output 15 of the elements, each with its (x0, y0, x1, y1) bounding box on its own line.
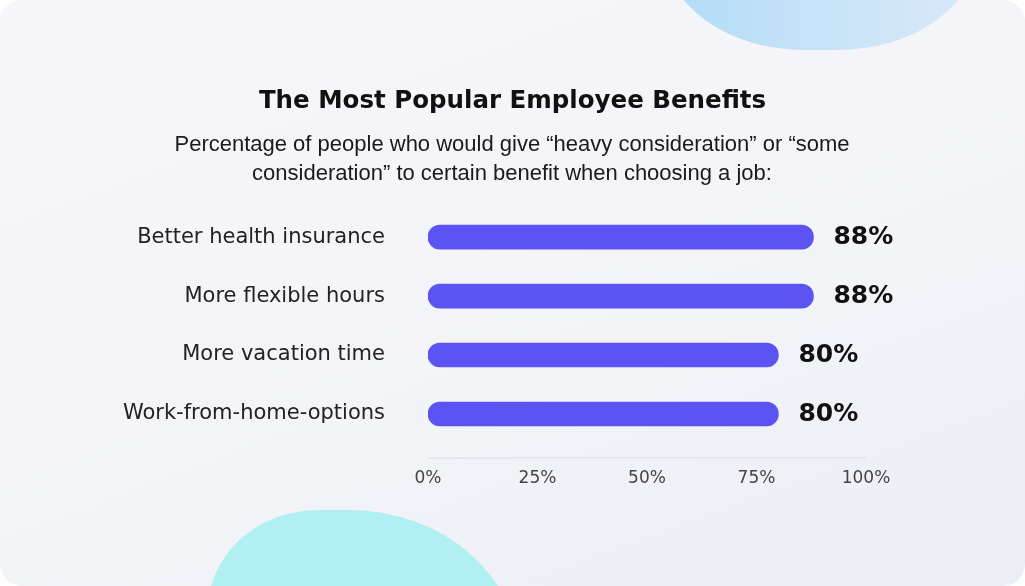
y-tick-label: Better health insurance (137, 223, 385, 248)
chart-subtitle: Percentage of people who would give “heavy consideration” or “some consideration” to certain benefit when choosing a job: (173, 130, 851, 187)
x-tick-label: 75% (737, 467, 776, 488)
data-label: 88% (833, 220, 894, 250)
y-tick-label: More vacation time (182, 341, 385, 366)
x-tick-label: 100% (841, 467, 891, 488)
data-label: 80% (798, 338, 859, 368)
y-tick-label: More flexible hours (184, 282, 385, 307)
data-label: 80% (798, 397, 859, 427)
x-tick-label: 0% (414, 467, 442, 488)
chart-title: The Most Popular Employee Benefits (257, 85, 768, 114)
x-tick-label: 50% (628, 467, 666, 488)
y-tick-label: Work-from-home-options (122, 400, 385, 425)
data-label: 88% (833, 279, 894, 309)
x-tick-label: 25% (518, 467, 557, 488)
